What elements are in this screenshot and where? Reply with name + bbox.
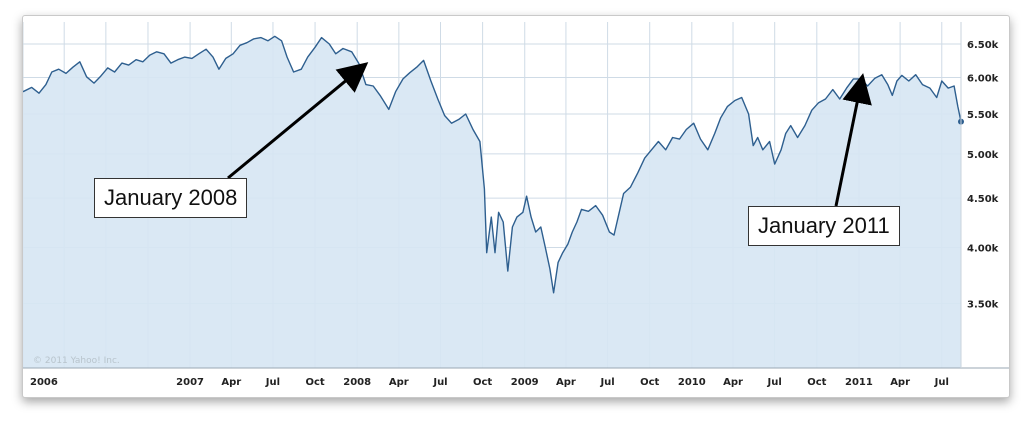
x-tick-label: Apr [556,377,576,388]
x-tick-label: 2010 [678,377,706,388]
x-tick-label: Oct [473,377,492,388]
price-area [23,35,964,369]
y-tick-label: 6.50k [967,40,999,51]
stock-index-chart: 2006 2007 Apr Jul Oct 2008 Apr Jul Oct 2009 Apr Jul… [23,22,1009,388]
x-tick-label: Oct [807,377,826,388]
annotation-arrow [227,62,369,180]
copyright-notice: © 2011 Yahoo! Inc. [33,356,120,366]
area-fill [23,36,961,369]
y-tick-label: 4.50k [967,194,999,205]
x-tick-label: Oct [305,377,324,388]
price-line [23,35,962,294]
y-tick-label: 5.00k [967,150,999,161]
x-tick-label: 2006 [30,377,58,388]
x-tick-label: Apr [221,377,241,388]
y-tick-label: 4.00k [967,243,999,254]
callout-january-2011: January 2011 [748,206,900,246]
y-tick-label: 3.50k [967,299,999,310]
x-tick-label: Apr [723,377,743,388]
chart-card: 2006 2007 Apr Jul Oct 2008 Apr Jul Oct 2009 Apr Jul… [22,15,1010,398]
x-tick-label: Apr [890,377,910,388]
x-tick-label: 2008 [343,377,371,388]
x-tick-label: Jul [265,377,280,388]
x-tick-label: 2009 [511,377,539,388]
x-tick-label: Jul [599,377,614,388]
x-tick-label: 2011 [845,377,873,388]
y-axis: 3.50k 4.00k 4.50k 5.00k 5.50k 6.00k 6.50k [960,22,999,368]
x-axis: 2006 2007 Apr Jul Oct 2008 Apr Jul Oct 2009 Apr Jul… [23,367,1009,388]
callout-january-2008: January 2008 [94,178,248,218]
y-tick-label: 6.00k [967,74,999,85]
y-tick-label: 5.50k [967,110,999,121]
annotation-arrow [834,73,872,207]
x-tick-label: Apr [389,377,409,388]
x-tick-label: Oct [640,377,659,388]
x-tick-label: 2007 [176,377,204,388]
x-tick-label: Jul [767,377,782,388]
x-tick-label: Jul [934,377,949,388]
x-tick-label: Jul [432,377,447,388]
annotations [227,62,872,207]
